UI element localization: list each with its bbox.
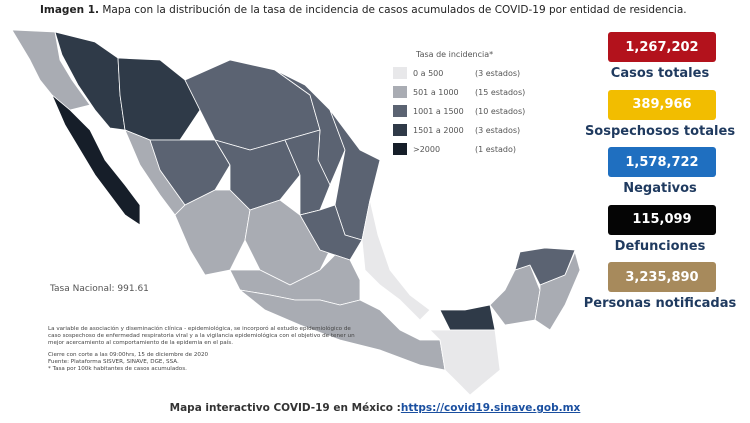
legend-swatch — [393, 105, 407, 117]
legend-item: >2000 (1 estado) — [393, 142, 516, 156]
state — [117, 57, 201, 141]
legend-count: (15 estados) — [475, 87, 526, 97]
legend-item: 0 a 500 (3 estados) — [393, 66, 520, 80]
state — [284, 129, 331, 216]
footer: Mapa interactivo COVID-19 en México :htt… — [0, 402, 750, 414]
stat-value: 3,235,890 — [608, 262, 716, 292]
stat-value: 1,267,202 — [608, 32, 716, 62]
footer-link[interactable]: https://covid19.sinave.gob.mx — [400, 402, 581, 414]
state — [361, 199, 431, 321]
footer-text: Mapa interactivo COVID-19 en México : — [169, 402, 401, 414]
note: * Tasa por 100k habitantes de casos acum… — [48, 366, 187, 373]
title-label: Imagen 1. — [40, 4, 99, 16]
state — [489, 264, 541, 326]
legend-range: >2000 — [413, 144, 441, 154]
stat-label: Casos totales — [610, 66, 710, 81]
legend-item: 1501 a 2000 (3 estados) — [393, 123, 520, 137]
stat-label: Personas notificadas — [583, 296, 737, 311]
legend-swatch — [393, 86, 407, 98]
legend-swatch — [393, 124, 407, 136]
notes: La variable de asociación y diseminación… — [48, 326, 358, 373]
legend-swatch — [393, 143, 407, 155]
legend-title: Tasa de incidencia* — [416, 50, 494, 59]
title-text: Mapa con la distribución de la tasa de i… — [102, 4, 687, 16]
stat-label: Defunciones — [614, 238, 706, 254]
state — [11, 29, 91, 111]
state — [149, 139, 231, 206]
note: Cierre con corte a las 09:00hrs, 15 de d… — [48, 351, 209, 358]
map — [11, 29, 581, 396]
legend-range: 501 a 1000 — [413, 87, 459, 97]
legend-range: 1501 a 2000 — [413, 125, 464, 135]
legend-count: (3 estados) — [475, 125, 521, 135]
stat-label: Negativos — [623, 181, 697, 196]
legend-item: 501 a 1000 (15 estados) — [393, 85, 525, 99]
state — [429, 329, 501, 396]
state — [51, 94, 141, 226]
stat-label: Sospechosos totales — [584, 123, 736, 139]
legend-range: 0 a 500 — [413, 68, 444, 78]
note: Fuente: Plataforma SISVER, SINAVE, DGE, … — [48, 358, 179, 365]
title: Imagen 1. Mapa con la distribución de la… — [40, 4, 687, 16]
legend-swatch — [393, 67, 407, 79]
stat-value: 115,099 — [608, 204, 716, 235]
legend-range: 1001 a 1500 — [413, 106, 464, 116]
legend-item: 1001 a 1500 (10 estados) — [393, 104, 525, 118]
legend-count: (3 estados) — [475, 68, 521, 78]
state — [534, 251, 581, 331]
stat-value: 389,966 — [608, 89, 716, 120]
note: La variable de asociación y diseminación… — [48, 326, 355, 347]
stat-value: 1,578,722 — [608, 147, 716, 177]
state — [239, 289, 446, 371]
legend-count: (10 estados) — [475, 106, 526, 116]
state — [439, 304, 496, 331]
state — [54, 31, 126, 131]
national-rate: Tasa Nacional: 991.61 — [50, 284, 149, 294]
legend-count: (1 estado) — [475, 144, 516, 154]
